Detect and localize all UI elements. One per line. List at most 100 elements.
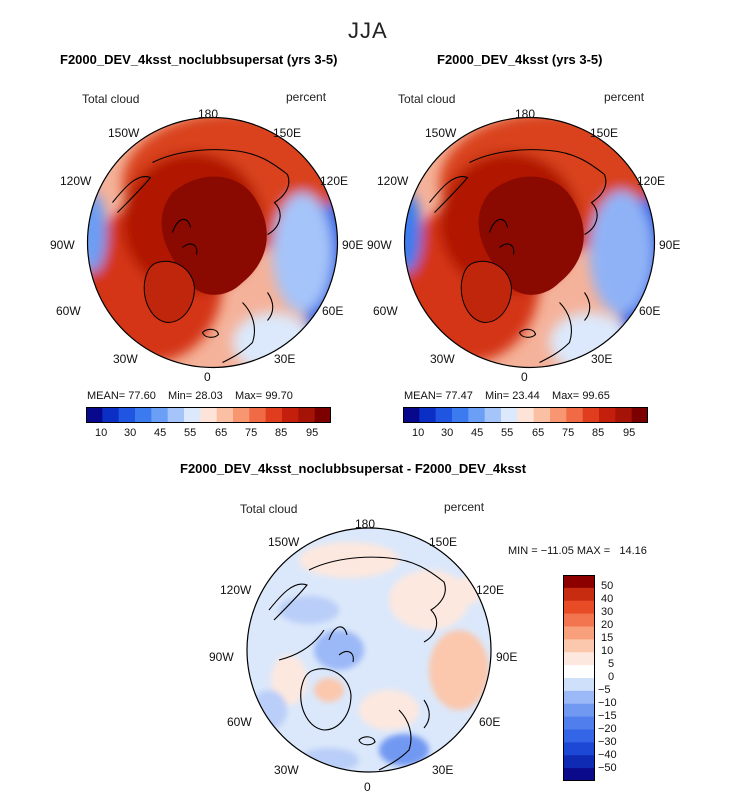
diff-minmax: MIN = −11.05 MAX = 14.16: [508, 545, 647, 557]
diff-cbar-label-15: 15: [601, 632, 614, 644]
panel2-lon-30w: 30W: [430, 352, 455, 366]
panel2-cbar-label-55: 55: [501, 427, 514, 439]
panel1-title: F2000_DEV_4ksst_noclubbsupersat (yrs 3-5…: [60, 52, 338, 67]
colorbar-swatch: [216, 407, 234, 423]
colorbar-swatch: [118, 407, 136, 423]
panel2-greenland: [460, 260, 513, 324]
panel1-lon-150e: 150E: [273, 126, 302, 140]
panel1-lon-180: 180: [198, 107, 219, 121]
panel2-cbar-label-30: 30: [441, 427, 454, 439]
panel1-arctic-core: [161, 176, 267, 295]
colorbar-swatch: [599, 407, 616, 423]
diff-colorbar-swatch: [563, 639, 595, 653]
diff-cbar-label-40: 40: [601, 593, 614, 605]
colorbar-swatch: [403, 407, 420, 423]
diff-cbar-label-20: 20: [601, 619, 614, 631]
colorbar-swatch: [167, 407, 185, 423]
colorbar-swatch: [435, 407, 453, 423]
colorbar-swatch: [484, 407, 502, 423]
diff-cbar-label-neg5: −5: [598, 684, 611, 696]
panel1-cbar-label-55: 55: [184, 427, 197, 439]
panel1-cbar-label-85: 85: [275, 427, 288, 439]
diff-lon-60w: 60W: [227, 715, 252, 729]
panel1-min-label: Min=: [168, 390, 193, 402]
colorbar-swatch: [533, 407, 551, 423]
colorbar-border: [403, 407, 648, 423]
panel1-cbar-label-10: 10: [95, 427, 108, 439]
colorbar-swatch: [282, 407, 299, 423]
panel1-coastline-europe: [222, 292, 274, 363]
panel1-cbar-label-75: 75: [245, 427, 258, 439]
season-title: JJA: [348, 18, 388, 43]
colorbar-swatch: [550, 407, 567, 423]
panel2-cbar-label-85: 85: [592, 427, 605, 439]
diff-colorbar-swatch: [563, 678, 595, 692]
panel2-max-label: Max=: [552, 390, 580, 402]
panel1-cbar-label-45: 45: [154, 427, 167, 439]
diff-polar-map: [246, 527, 492, 773]
diff-colorbar-swatch: [563, 768, 595, 781]
diff-coastline-europe: [378, 699, 430, 771]
diff-colorbar-swatch: [563, 613, 595, 627]
panel2-min-value: 23.44: [512, 390, 540, 402]
diff-cbar-label-neg15: −15: [598, 710, 617, 722]
diff-colorbar-swatch: [563, 652, 595, 666]
panel1-lon-30e: 30E: [274, 352, 296, 366]
colorbar-swatch: [566, 407, 584, 423]
panel2-units-label: percent: [604, 90, 645, 104]
diff-coastline-archipelago: [328, 626, 354, 663]
colorbar-swatch: [452, 407, 469, 423]
diff-lon-150e: 150E: [429, 535, 458, 549]
panel1-lon-150w: 150W: [108, 126, 140, 140]
panel1-colorbar: [86, 407, 331, 423]
panel1-stats: MEAN= 77.60 Min= 28.03 Max= 99.70: [87, 390, 293, 402]
diff-cbar-label-10: 10: [601, 645, 614, 657]
panel2-title: F2000_DEV_4ksst (yrs 3-5): [437, 52, 603, 67]
panel1-lon-60e: 60E: [322, 304, 344, 318]
panel2-lon-120e: 120E: [637, 174, 666, 188]
colorbar-swatch: [151, 407, 169, 423]
diff-cbar-label-50: 50: [601, 580, 614, 592]
panel1-lon-120w: 120W: [60, 174, 92, 188]
colorbar-swatch: [265, 407, 283, 423]
diff-coastline-greenland: [300, 668, 352, 731]
panel2-lon-0: 0: [521, 370, 528, 384]
diff-lon-120e: 120E: [476, 583, 505, 597]
diff-lon-30w: 30W: [274, 763, 299, 777]
panel1-lon-30w: 30W: [113, 352, 138, 366]
panel1-coastline-iceland: [201, 328, 220, 338]
diff-lon-150w: 150W: [268, 535, 300, 549]
panel2-coastline-america: [429, 175, 469, 213]
diff-lon-30e: 30E: [432, 763, 454, 777]
panel2-lon-90w: 90W: [367, 238, 392, 252]
panel1-polar-map: [86, 116, 339, 369]
panel2-lon-90e: 90E: [659, 238, 681, 252]
panel2-colorbar: [403, 407, 648, 423]
panel2-lon-60w: 60W: [373, 304, 398, 318]
diff-colorbar-border: [563, 575, 595, 781]
panel2-cbar-label-65: 65: [532, 427, 545, 439]
diff-colorbar: [563, 575, 595, 781]
diff-coastline-iceland: [358, 736, 376, 746]
diff-colorbar-swatch: [563, 626, 595, 640]
diff-colorbar-swatch: [563, 575, 595, 589]
colorbar-swatch: [631, 407, 648, 423]
panel2-cbar-label-10: 10: [412, 427, 425, 439]
panel1-greenland: [143, 260, 196, 324]
diff-cbar-label-neg40: −40: [598, 749, 617, 761]
diff-title: F2000_DEV_4ksst_noclubbsupersat - F2000_…: [180, 461, 527, 476]
panel2-cbar-label-75: 75: [562, 427, 575, 439]
panel2-coastline-archipelago: [488, 218, 515, 255]
panel2-cbar-label-45: 45: [471, 427, 484, 439]
colorbar-swatch: [200, 407, 218, 423]
colorbar-swatch: [233, 407, 250, 423]
panel1-cbar-label-30: 30: [124, 427, 137, 439]
panel1-coastline-archipelago: [171, 218, 198, 255]
panel1-lon-90e: 90E: [342, 238, 364, 252]
colorbar-swatch: [501, 407, 518, 423]
diff-colorbar-labels: 50 40 30 20 15 10 5 0 −5 −10 −15 −20 −30…: [598, 575, 638, 785]
colorbar-swatch: [615, 407, 633, 423]
panel2-coastline-iceland: [518, 328, 537, 338]
panel2-stats: MEAN= 77.47 Min= 23.44 Max= 99.65: [404, 390, 610, 402]
diff-lon-120w: 120W: [220, 583, 252, 597]
